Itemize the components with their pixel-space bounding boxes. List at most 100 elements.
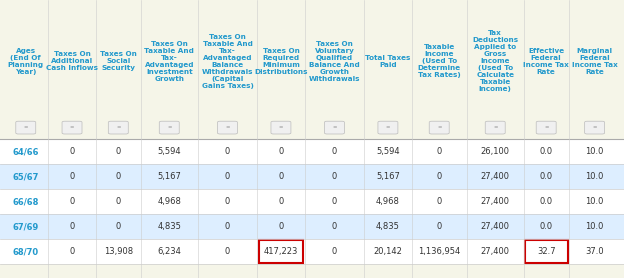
Bar [0, 164, 623, 189]
Text: 10.0: 10.0 [585, 172, 604, 181]
Text: =: = [279, 125, 283, 130]
Text: 0: 0 [278, 172, 283, 181]
Text: 0: 0 [225, 247, 230, 256]
Text: 5,594: 5,594 [376, 147, 400, 156]
Bar [0, 189, 623, 214]
FancyBboxPatch shape [429, 121, 449, 134]
Text: 0: 0 [69, 197, 75, 206]
Text: Effective
Federal
Income Tax
Rate: Effective Federal Income Tax Rate [524, 48, 569, 75]
Text: 0: 0 [225, 147, 230, 156]
Text: 4,835: 4,835 [157, 222, 181, 231]
Text: 0: 0 [332, 172, 337, 181]
Text: 0: 0 [437, 222, 442, 231]
Text: =: = [592, 125, 597, 130]
Text: 68/70: 68/70 [12, 247, 39, 256]
Text: 417,223: 417,223 [264, 247, 298, 256]
Text: 0: 0 [332, 147, 337, 156]
Text: Tax
Deductions
Applied to
Gross
Income
(Used To
Calculate
Taxable
Income): Tax Deductions Applied to Gross Income (… [472, 30, 519, 92]
Text: 27,400: 27,400 [480, 222, 510, 231]
Text: 10.0: 10.0 [585, 197, 604, 206]
Text: Taxes On
Required
Minimum
Distributions: Taxes On Required Minimum Distributions [254, 48, 308, 75]
FancyBboxPatch shape [585, 121, 605, 134]
Bar [0, 0, 623, 139]
Text: Taxes On
Taxable And
Tax-
Advantaged
Investment
Growth: Taxes On Taxable And Tax- Advantaged Inv… [144, 41, 194, 82]
Text: 37.0: 37.0 [585, 247, 604, 256]
Text: 0.0: 0.0 [540, 197, 553, 206]
Text: =: = [332, 125, 336, 130]
Text: =: = [493, 125, 497, 130]
FancyBboxPatch shape [485, 121, 505, 134]
Text: =: = [116, 125, 120, 130]
Text: 0: 0 [437, 172, 442, 181]
FancyBboxPatch shape [109, 121, 129, 134]
Text: 10.0: 10.0 [585, 147, 604, 156]
Text: =: = [70, 125, 74, 130]
Text: 27,400: 27,400 [480, 247, 510, 256]
Text: Total Taxes
Paid: Total Taxes Paid [365, 55, 411, 68]
Text: 0: 0 [225, 197, 230, 206]
FancyBboxPatch shape [159, 121, 179, 134]
Text: =: = [24, 125, 28, 130]
Bar [0, 239, 623, 264]
Text: 0: 0 [278, 197, 283, 206]
Bar [525, 240, 568, 263]
Text: 65/67: 65/67 [12, 172, 39, 181]
Text: 66/68: 66/68 [12, 197, 39, 206]
Text: Ages
(End Of
Planning
Year): Ages (End Of Planning Year) [7, 48, 44, 75]
Text: 0: 0 [437, 197, 442, 206]
Text: 64/66: 64/66 [12, 147, 39, 156]
Text: 4,835: 4,835 [376, 222, 400, 231]
Text: 0: 0 [278, 147, 283, 156]
Text: 0: 0 [332, 247, 337, 256]
Text: =: = [225, 125, 230, 130]
Text: 27,400: 27,400 [480, 172, 510, 181]
Text: Marginal
Federal
Income Tax
Rate: Marginal Federal Income Tax Rate [572, 48, 618, 75]
FancyBboxPatch shape [324, 121, 344, 134]
Bar [0, 214, 623, 239]
Text: 5,594: 5,594 [157, 147, 181, 156]
Text: 13,908: 13,908 [104, 247, 133, 256]
Text: 0: 0 [115, 172, 121, 181]
Text: Taxes On
Social
Security: Taxes On Social Security [100, 51, 137, 71]
Text: 10.0: 10.0 [585, 222, 604, 231]
FancyBboxPatch shape [218, 121, 237, 134]
Text: Taxable
Income
(Used To
Determine
Tax Rates): Taxable Income (Used To Determine Tax Ra… [417, 44, 461, 78]
Text: 0: 0 [69, 222, 75, 231]
Text: Taxes On
Taxable And
Tax-
Advantaged
Balance
Withdrawals
(Capital
Gains Taxes): Taxes On Taxable And Tax- Advantaged Bal… [202, 34, 253, 89]
Text: Taxes On
Additional
Cash Inflows: Taxes On Additional Cash Inflows [46, 51, 98, 71]
Text: 0: 0 [69, 247, 75, 256]
Text: 0: 0 [69, 147, 75, 156]
Text: 0: 0 [225, 172, 230, 181]
Text: 27,400: 27,400 [480, 197, 510, 206]
FancyBboxPatch shape [536, 121, 556, 134]
Text: 0: 0 [115, 222, 121, 231]
Text: 0.0: 0.0 [540, 222, 553, 231]
Text: 32.7: 32.7 [537, 247, 555, 256]
Text: 5,167: 5,167 [376, 172, 400, 181]
Text: 0: 0 [115, 197, 121, 206]
Text: 0.0: 0.0 [540, 172, 553, 181]
Text: =: = [167, 125, 172, 130]
Text: 0.0: 0.0 [540, 147, 553, 156]
Text: Taxes On
Voluntary
Qualified
Balance And
Growth
Withdrawals: Taxes On Voluntary Qualified Balance And… [309, 41, 360, 82]
Text: 26,100: 26,100 [480, 147, 510, 156]
Text: 0: 0 [225, 222, 230, 231]
Text: 0: 0 [332, 222, 337, 231]
FancyBboxPatch shape [271, 121, 291, 134]
Text: =: = [386, 125, 390, 130]
Text: 4,968: 4,968 [376, 197, 400, 206]
Text: 1,136,954: 1,136,954 [418, 247, 461, 256]
Text: 0: 0 [437, 147, 442, 156]
FancyBboxPatch shape [62, 121, 82, 134]
Text: 67/69: 67/69 [12, 222, 39, 231]
Text: 0: 0 [278, 222, 283, 231]
Text: =: = [544, 125, 548, 130]
FancyBboxPatch shape [16, 121, 36, 134]
Text: 20,142: 20,142 [374, 247, 402, 256]
Text: 4,968: 4,968 [157, 197, 181, 206]
Text: 6,234: 6,234 [157, 247, 181, 256]
Text: 0: 0 [115, 147, 121, 156]
Bar [258, 240, 303, 263]
Bar [0, 139, 623, 164]
Text: 0: 0 [332, 197, 337, 206]
